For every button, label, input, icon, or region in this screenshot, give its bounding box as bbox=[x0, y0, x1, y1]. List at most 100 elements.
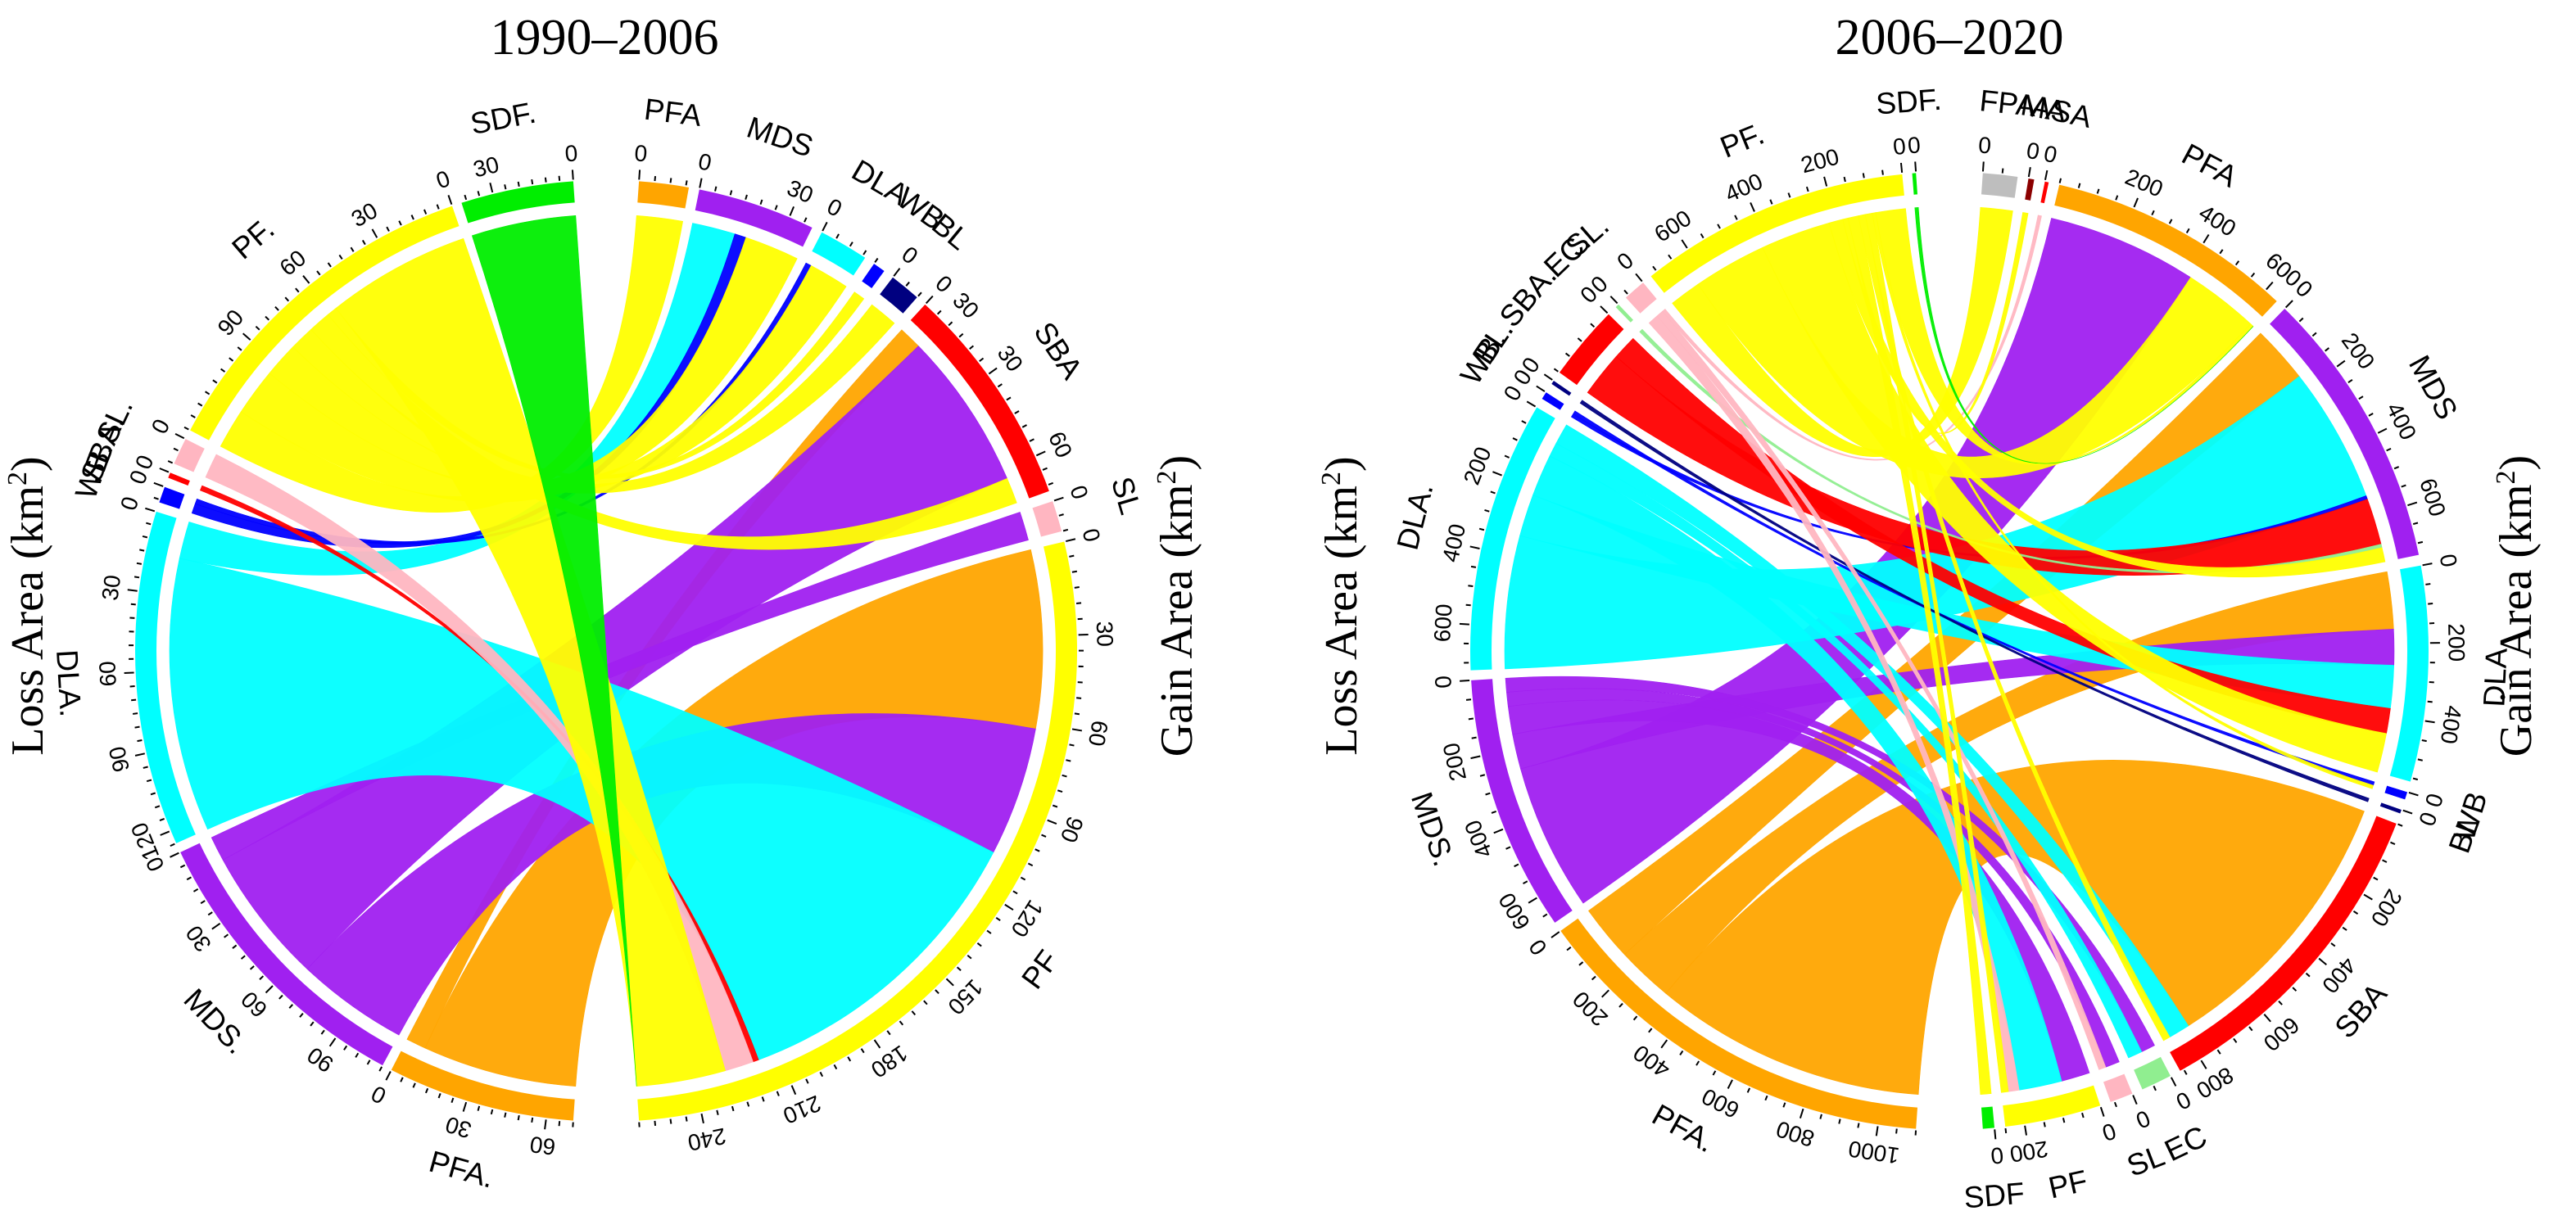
minor-tick bbox=[716, 1109, 719, 1115]
tick-label: 0 bbox=[1078, 526, 1106, 544]
gain-sector-mds: 0 30 MDS bbox=[695, 111, 817, 247]
tick-label: 60 bbox=[275, 245, 311, 281]
minor-tick bbox=[2298, 317, 2304, 323]
major-tick bbox=[2336, 359, 2346, 368]
flow-bl-to-bl bbox=[1579, 400, 2370, 802]
major-tick bbox=[1994, 1129, 1997, 1140]
minor-tick bbox=[1021, 424, 1027, 428]
minor-tick bbox=[1648, 1028, 1653, 1033]
minor-tick bbox=[2113, 1101, 2117, 1108]
major-tick bbox=[789, 206, 795, 216]
minor-tick bbox=[2358, 395, 2364, 400]
minor-tick bbox=[2153, 1085, 2157, 1091]
sector-arc bbox=[168, 472, 190, 486]
minor-tick bbox=[1020, 876, 1026, 881]
major-tick bbox=[1004, 903, 1014, 911]
tick-label: 0 bbox=[564, 140, 579, 166]
flow-pf-to-wb bbox=[1872, 212, 2374, 789]
loss-axis-label: Loss Area (km2) bbox=[1316, 456, 1367, 755]
sector-arc bbox=[1542, 392, 1564, 410]
major-tick bbox=[242, 332, 251, 341]
minor-tick bbox=[2115, 195, 2119, 201]
sector-ticks: 0 bbox=[1053, 482, 1093, 532]
sector-label: DLA bbox=[2477, 647, 2513, 707]
minor-tick bbox=[969, 345, 974, 350]
tick-label: 400 bbox=[2436, 704, 2466, 746]
major-tick bbox=[2318, 957, 2327, 966]
sector-arc bbox=[1560, 918, 1918, 1129]
tick-label: 90 bbox=[104, 744, 134, 775]
minor-tick bbox=[386, 226, 390, 232]
major-tick bbox=[699, 178, 703, 188]
minor-tick bbox=[205, 391, 211, 395]
minor-tick bbox=[874, 257, 879, 264]
minor-tick bbox=[1566, 947, 1572, 951]
major-tick bbox=[893, 268, 901, 277]
major-tick bbox=[1543, 373, 1553, 381]
tick-label: 400 bbox=[1437, 522, 1470, 564]
minor-tick bbox=[146, 522, 152, 526]
minor-tick bbox=[776, 1091, 780, 1096]
minor-tick bbox=[886, 1030, 891, 1036]
minor-tick bbox=[350, 246, 355, 252]
minor-tick bbox=[1632, 1015, 1638, 1021]
minor-tick bbox=[274, 306, 279, 311]
minor-tick bbox=[183, 426, 189, 431]
major-tick bbox=[1875, 1126, 1879, 1136]
major-tick bbox=[1681, 239, 1688, 249]
sector-label: SDF. bbox=[1875, 83, 1943, 121]
sector-arc bbox=[2103, 1073, 2133, 1102]
flow-pf-to-sba bbox=[1858, 214, 2171, 1042]
major-tick bbox=[2133, 197, 2139, 208]
flows bbox=[1504, 207, 2395, 1096]
minor-tick bbox=[1490, 490, 1496, 495]
sector-arc bbox=[1650, 174, 1904, 293]
minor-tick bbox=[338, 254, 343, 260]
minor-tick bbox=[142, 535, 148, 539]
minor-tick bbox=[1695, 1060, 1700, 1066]
minor-tick bbox=[2347, 378, 2353, 384]
major-tick bbox=[822, 221, 828, 232]
minor-tick bbox=[477, 1105, 481, 1111]
major-tick bbox=[873, 1039, 881, 1049]
minor-tick bbox=[2373, 876, 2379, 881]
tick-label: 0 bbox=[930, 270, 957, 297]
major-tick bbox=[988, 367, 998, 375]
tick-label: 800 bbox=[1773, 1116, 1818, 1152]
sector-label: FPA bbox=[1978, 84, 2038, 123]
major-tick bbox=[2044, 169, 2049, 180]
minor-tick bbox=[2292, 987, 2298, 992]
major-tick bbox=[174, 432, 185, 440]
tick-label: 60 bbox=[1044, 427, 1077, 461]
minor-tick bbox=[2325, 347, 2329, 352]
sector-label: MDS. bbox=[177, 983, 253, 1060]
minor-tick bbox=[137, 739, 143, 743]
minor-tick bbox=[327, 262, 332, 268]
major-tick bbox=[2363, 893, 2373, 901]
sector-arc bbox=[2134, 1056, 2171, 1090]
minor-tick bbox=[669, 178, 672, 183]
minor-tick bbox=[436, 204, 440, 210]
minor-tick bbox=[259, 975, 265, 980]
tick-label: 180 bbox=[867, 1040, 912, 1082]
major-tick bbox=[1799, 1108, 1804, 1118]
minor-tick bbox=[997, 383, 1003, 388]
minor-tick bbox=[774, 205, 778, 210]
flow-sba-to-pf bbox=[199, 485, 759, 1063]
sector-arc bbox=[180, 843, 393, 1066]
major-tick bbox=[2424, 720, 2435, 724]
minor-tick bbox=[1465, 603, 1471, 607]
minor-tick bbox=[237, 346, 242, 351]
minor-tick bbox=[1577, 337, 1582, 342]
sector-arc bbox=[1615, 304, 1633, 323]
minor-tick bbox=[899, 1020, 904, 1026]
sector-label: PF bbox=[1015, 944, 1065, 995]
major-tick bbox=[153, 481, 164, 487]
tick-label: 600 bbox=[2415, 475, 2451, 519]
sector-arc bbox=[1471, 679, 1573, 923]
tick-label: 200 bbox=[1798, 143, 1841, 178]
gain-sector-dla: 0 DLA bbox=[812, 153, 914, 276]
major-tick bbox=[159, 468, 170, 473]
minor-tick bbox=[745, 194, 748, 200]
